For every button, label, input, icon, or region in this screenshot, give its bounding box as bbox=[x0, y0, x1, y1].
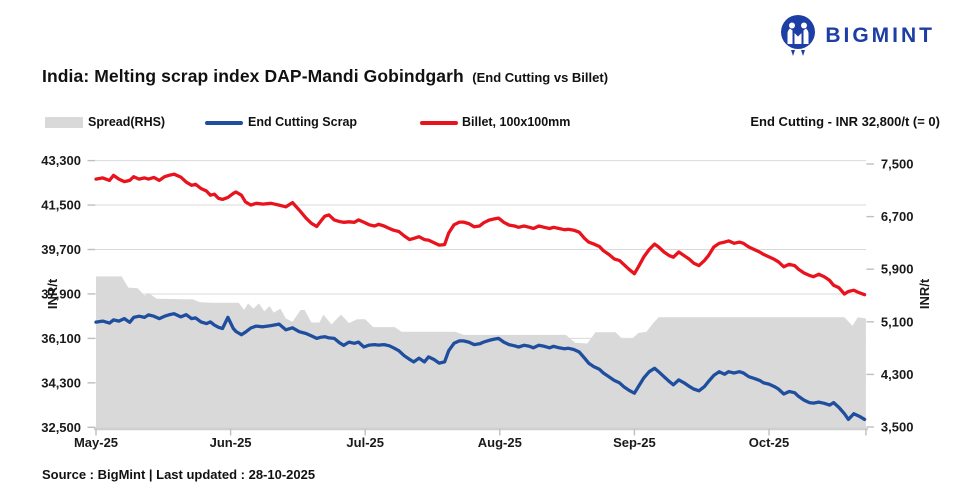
left-axis-tick-label: 32,500 bbox=[41, 420, 81, 435]
bigmint-logo-icon bbox=[781, 15, 816, 56]
chart-title: India: Melting scrap index DAP-Mandi Gob… bbox=[42, 66, 608, 87]
legend-swatch-billet bbox=[420, 120, 458, 125]
x-axis-tick-label: Jul-25 bbox=[346, 435, 384, 450]
left-axis-tick-label: 41,500 bbox=[41, 198, 81, 213]
chart-title-main: India: Melting scrap index DAP-Mandi Gob… bbox=[42, 66, 464, 86]
bigmint-logo-text: BIGMINT bbox=[825, 24, 935, 47]
billet-line bbox=[94, 172, 867, 297]
legend: Spread(RHS) End Cutting Scrap Billet, 10… bbox=[0, 111, 953, 133]
legend-swatch-scrap bbox=[205, 120, 243, 125]
end-cutting-scrap-line bbox=[94, 312, 867, 422]
x-axis-tick-label: Oct-25 bbox=[749, 435, 789, 450]
chart-title-suffix: (End Cutting vs Billet) bbox=[472, 70, 609, 85]
left-axis-title: INR/t bbox=[45, 278, 60, 309]
right-axis-tick-label: 7,500 bbox=[881, 157, 914, 172]
x-axis-tick-label: May-25 bbox=[74, 435, 118, 450]
left-axis-tick-label: 36,100 bbox=[41, 331, 81, 346]
right-axis-tick-label: 3,500 bbox=[881, 420, 914, 435]
right-axis-tick-label: 5,900 bbox=[881, 262, 914, 277]
right-axis-title: INR/t bbox=[917, 278, 932, 309]
legend-label-scrap: End Cutting Scrap bbox=[248, 115, 358, 129]
left-axis-tick-label: 37,900 bbox=[41, 286, 81, 301]
bigmint-logo: BIGMINT bbox=[779, 13, 935, 57]
left-axis-tick-label: 39,700 bbox=[41, 242, 81, 257]
x-axis-tick-label: Aug-25 bbox=[478, 435, 522, 450]
left-axis-tick-label: 34,300 bbox=[41, 375, 81, 390]
source-footer: Source : BigMint | Last updated : 28-10-… bbox=[42, 467, 316, 482]
left-axis-tick-label: 43,300 bbox=[41, 153, 81, 168]
legend-label-billet: Billet, 100x100mm bbox=[462, 115, 571, 129]
legend-label-spread: Spread(RHS) bbox=[88, 115, 166, 129]
legend-swatch-spread bbox=[45, 117, 83, 128]
right-axis-tick-label: 5,100 bbox=[881, 314, 914, 329]
x-axis-tick-label: Sep-25 bbox=[613, 435, 656, 450]
right-axis-tick-label: 6,700 bbox=[881, 209, 914, 224]
x-axis-tick-label: Jun-25 bbox=[210, 435, 252, 450]
right-axis-tick-label: 4,300 bbox=[881, 367, 914, 382]
spread-area bbox=[96, 276, 866, 428]
end-cutting-annotation: End Cutting - INR 32,800/t (= 0) bbox=[750, 114, 940, 129]
